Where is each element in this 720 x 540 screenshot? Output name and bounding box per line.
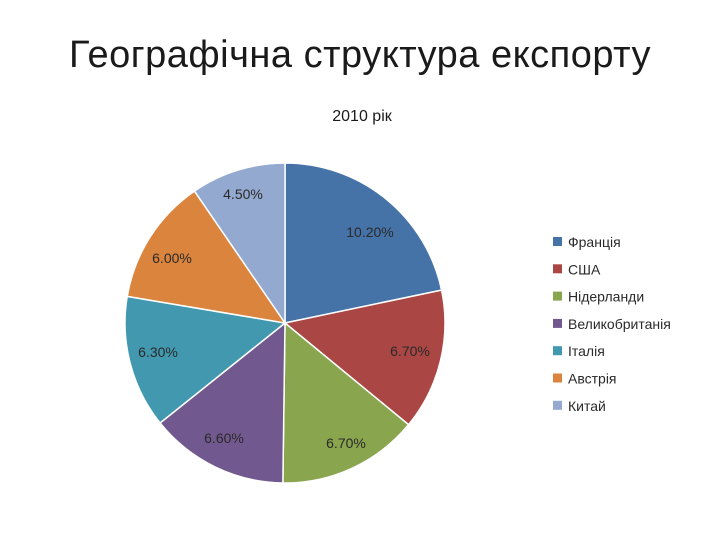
pie-slice-2 [283,289,446,426]
pie-slices [124,162,446,484]
legend-label-7: Китай [568,398,606,414]
data-label-7: 4.50% [223,186,263,202]
data-label-1: 10.20% [346,224,393,240]
legend-label-2: США [568,261,601,277]
legend-swatch-3 [553,291,562,301]
legend-swatch-7 [553,400,562,410]
legend-swatch-1 [553,237,562,246]
pie-slice-1 [284,162,443,324]
legend-label-3: Нідерланди [568,289,644,305]
pie-slice-6 [126,190,287,325]
data-label-5: 6.30% [138,344,178,360]
pie-slice-4 [159,321,286,484]
data-label-6: 6.00% [152,250,192,266]
pie-slice-3 [282,321,410,484]
chart-title: 2010 рік [332,108,392,125]
legend-label-1: Франція [568,234,621,250]
chart-legend: Франція США Нідерланди Великобританія Італія… [553,234,671,414]
data-label-3: 6.70% [326,435,366,451]
pie-data-labels: 10.20% 6.70% 6.70% 6.60% 6.30% 6.00% 4.50% [138,186,430,451]
pie-slice-7 [193,162,286,326]
data-label-4: 6.60% [204,430,244,446]
legend-swatch-4 [553,318,562,328]
pie-slice-5 [124,295,287,425]
data-label-2: 6.70% [390,343,430,359]
legend-swatch-6 [553,373,562,383]
legend-label-4: Великобританія [568,316,671,332]
slide-title: Географічна структура експорту [68,34,652,76]
legend-label-6: Австрія [568,371,617,387]
legend-swatch-5 [553,346,562,356]
legend-label-5: Італія [568,343,605,359]
legend-swatch-2 [553,264,562,274]
